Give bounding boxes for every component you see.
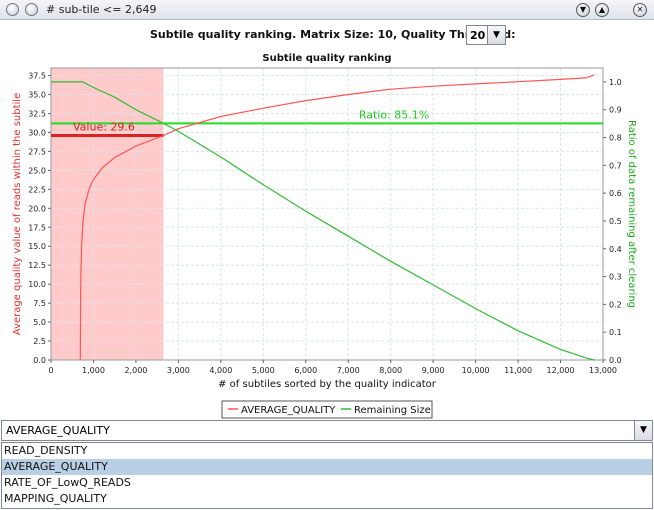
legend-label-remaining-size: Remaining Size	[354, 405, 431, 416]
y-tick-label: 27.5	[28, 147, 46, 156]
y2-tick-label: 0.6	[609, 189, 622, 198]
x-axis-label: # of subtiles sorted by the quality indi…	[218, 379, 437, 390]
value-annotation: Value: 29.6	[73, 121, 135, 134]
y-tick-label: 0.0	[33, 356, 46, 365]
window-titlebar: # sub-tile <= 2,649 ▼ ▲ ✕	[0, 0, 654, 20]
x-tick-label: 10,000	[462, 366, 490, 375]
ratio-annotation: Ratio: 85.1%	[359, 108, 429, 121]
y-tick-label: 32.5	[28, 110, 46, 119]
y2-tick-label: 0.8	[609, 134, 622, 143]
y-tick-label: 25.0	[28, 166, 46, 175]
x-tick-label: 13,000	[589, 366, 617, 375]
y2-tick-label: 0.4	[609, 245, 622, 254]
y-tick-label: 17.5	[28, 223, 46, 232]
x-tick-label: 5,000	[252, 366, 275, 375]
option-read-density[interactable]: READ_DENSITY	[4, 444, 88, 457]
x-tick-label: 11,000	[504, 366, 532, 375]
option-mapping-quality[interactable]: MAPPING_QUALITY	[4, 492, 107, 505]
legend-label-average-quality: AVERAGE_QUALITY	[241, 405, 336, 416]
quality-ranking-chart: Subtile quality ranking 0 1,000 2,000 3,000…	[12, 53, 637, 419]
remaining-size-line	[51, 81, 595, 361]
legend: AVERAGE_QUALITY Remaining Size	[221, 400, 433, 419]
x-tick-label: 3,000	[167, 366, 190, 375]
chevron-down-icon[interactable]: ▼	[634, 421, 652, 440]
y-tick-label: 7.5	[33, 299, 46, 308]
axis-ticks: 0 1,000 2,000 3,000 4,000 5,000 6,000 7,000 8,00…	[28, 72, 622, 375]
y-tick-label: 22.5	[28, 185, 46, 194]
option-average-quality[interactable]: AVERAGE_QUALITY	[2, 459, 652, 475]
y-tick-label: 20.0	[28, 204, 46, 213]
y2-tick-label: 1.0	[609, 78, 622, 87]
threshold-label: Subtile quality ranking. Matrix Size: 10…	[150, 28, 516, 41]
y-axis-label: Average quality value of reads within th…	[12, 93, 23, 335]
chart-title: Subtile quality ranking	[262, 53, 391, 64]
plot-border	[50, 67, 604, 361]
grid-lines	[51, 68, 603, 360]
y-tick-label: 2.5	[33, 337, 46, 346]
x-tick-label: 6,000	[294, 366, 317, 375]
y-tick-label: 12.5	[28, 261, 46, 270]
indicator-select[interactable]: AVERAGE_QUALITY ▼	[1, 420, 653, 441]
window-menu-icon[interactable]	[6, 3, 19, 16]
x-tick-label: 1,000	[82, 366, 105, 375]
close-icon[interactable]: ✕	[633, 3, 647, 17]
y-tick-label: 10.0	[28, 280, 46, 289]
indicator-options-list: READ_DENSITY AVERAGE_QUALITY RATE_OF_Low…	[1, 442, 653, 509]
y-tick-label: 37.5	[28, 72, 46, 81]
indicator-selected-value: AVERAGE_QUALITY	[6, 424, 110, 437]
y2-tick-label: 0.5	[609, 217, 622, 226]
y2-tick-label: 0.0	[609, 356, 622, 365]
y-tick-label: 5.0	[33, 318, 46, 327]
maximize-icon[interactable]: ▲	[595, 3, 609, 17]
legend-box	[221, 400, 433, 419]
y-tick-label: 15.0	[28, 242, 46, 251]
x-tick-label: 9,000	[422, 366, 445, 375]
y-tick-label: 30.0	[28, 128, 46, 137]
y-tick-label: 35.0	[28, 91, 46, 100]
minimize-icon[interactable]: ▼	[576, 3, 590, 17]
pin-icon[interactable]	[25, 3, 38, 16]
x-tick-label: 12,000	[547, 366, 575, 375]
threshold-region	[51, 68, 164, 360]
y2-tick-label: 0.2	[609, 300, 622, 309]
x-tick-label: 7,000	[337, 366, 360, 375]
threshold-select[interactable]: 20 ▼	[466, 25, 506, 45]
threshold-value: 20	[470, 29, 486, 42]
x-tick-label: 4,000	[209, 366, 232, 375]
option-rate-of-lowq-reads[interactable]: RATE_OF_LowQ_READS	[4, 476, 131, 489]
y2-tick-label: 0.1	[609, 328, 622, 337]
y2-tick-label: 0.7	[609, 161, 622, 170]
threshold-controls: Subtile quality ranking. Matrix Size: 10…	[0, 24, 654, 46]
y2-axis-label: Ratio of data remaining after clearing	[626, 120, 637, 308]
average-quality-line	[79, 74, 595, 361]
y2-tick-label: 0.9	[609, 106, 622, 115]
x-tick-label: 0	[48, 366, 53, 375]
y2-tick-label: 0.3	[609, 273, 622, 282]
x-tick-label: 2,000	[124, 366, 147, 375]
window-title: # sub-tile <= 2,649	[46, 3, 157, 16]
chevron-down-icon[interactable]: ▼	[487, 26, 505, 44]
x-tick-label: 8,000	[379, 366, 402, 375]
